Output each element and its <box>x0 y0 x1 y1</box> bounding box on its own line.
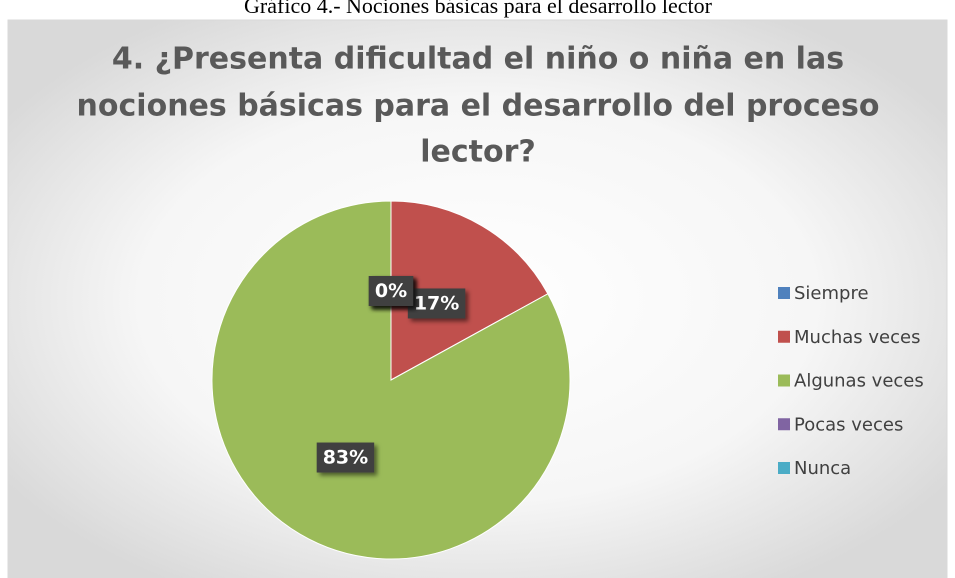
pie-slice <box>211 200 571 560</box>
chart-title: 4. ¿Presenta dificultad el niño o niña e… <box>112 42 844 77</box>
legend-swatch <box>778 330 790 343</box>
data-label: 17% <box>407 288 466 319</box>
pie-slice <box>390 200 549 381</box>
chart-title: lector? <box>420 135 536 170</box>
data-label-box <box>368 276 414 306</box>
legend-swatch <box>778 418 790 431</box>
data-label-text: 17% <box>414 292 459 314</box>
legend-label: Pocas veces <box>794 414 903 435</box>
data-label-text: 83% <box>323 447 368 469</box>
legend-label: Nunca <box>794 458 851 479</box>
legend-swatch <box>778 462 790 474</box>
data-label: 0% <box>368 276 414 306</box>
data-label: 83% <box>316 442 375 473</box>
data-label-box <box>316 442 375 473</box>
legend-label: Muchas veces <box>794 327 920 348</box>
legend-label: Algunas veces <box>794 371 924 392</box>
chart-title: nociones básicas para el desarrollo del … <box>77 89 880 124</box>
legend-swatch <box>778 374 790 387</box>
data-label-box <box>407 288 466 319</box>
data-label-text: 0% <box>375 280 407 302</box>
caption: Gráfico 4.- Nociones básicas para el des… <box>244 0 713 18</box>
legend-label: Siempre <box>794 283 869 304</box>
legend-swatch <box>778 287 790 299</box>
